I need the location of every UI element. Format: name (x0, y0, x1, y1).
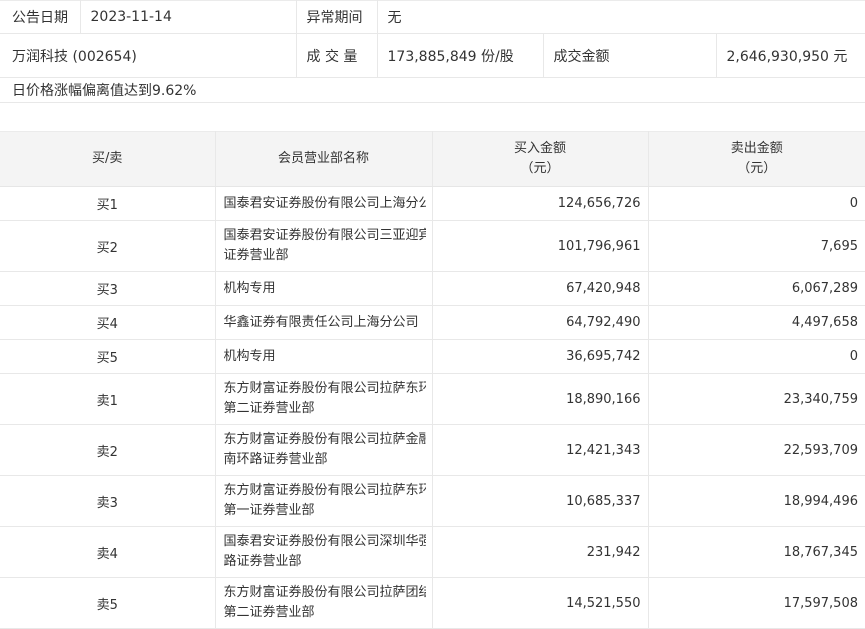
broker-name-line: 机构专用 (223, 348, 276, 364)
broker-table-body: 买1 国泰君安证券股份有限公司上海分公司 124,656,726 0 买2 国泰君安证券股… (0, 186, 865, 629)
broker-name-line: 南环路证券营业部 (223, 452, 328, 467)
broker-cell: 东方财富证券股份有限公司拉萨东环路 第一证券营业部 (215, 475, 433, 527)
broker-table-header-row: 买/卖 会员营业部名称 买入金额 （元） 卖出金额 （元） (0, 131, 865, 187)
table-row: 买2 国泰君安证券股份有限公司三亚迎宾路 证券营业部 101,796,961 7,695 (0, 220, 865, 272)
broker-cell: 国泰君安证券股份有限公司上海分公司 (215, 186, 433, 221)
col-header-sell-amount: 卖出金额 （元） (648, 131, 865, 187)
sell-amount-cell: 17,597,508 (648, 577, 865, 629)
side-cell: 卖4 (0, 526, 216, 578)
abnormal-period-label: 异常期间 (296, 0, 378, 34)
sell-amount-cell: 22,593,709 (648, 424, 865, 476)
volume-value: 173,885,849 份/股 (377, 33, 544, 78)
side-cell: 买3 (0, 271, 216, 306)
volume-label: 成 交 量 (296, 33, 378, 78)
col-header-buy-amount: 买入金额 （元） (432, 131, 649, 187)
side-cell: 卖1 (0, 373, 216, 425)
table-row: 卖3 东方财富证券股份有限公司拉萨东环路 第一证券营业部 10,685,337 18,9… (0, 475, 865, 527)
summary-row-date: 公告日期 2023-11-14 异常期间 无 (0, 0, 865, 34)
sell-amount-cell: 0 (648, 186, 865, 221)
buy-amount-cell: 231,942 (432, 526, 649, 578)
side-cell: 买4 (0, 305, 216, 340)
buy-amount-cell: 18,890,166 (432, 373, 649, 425)
table-row: 卖5 东方财富证券股份有限公司拉萨团结路 第二证券营业部 14,521,550 17,5… (0, 577, 865, 629)
sell-amount-cell: 0 (648, 339, 865, 374)
side-cell: 买2 (0, 220, 216, 272)
broker-name-line: 国泰君安证券股份有限公司三亚迎宾路 (223, 228, 426, 243)
buy-amount-cell: 101,796,961 (432, 220, 649, 272)
table-row: 卖2 东方财富证券股份有限公司拉萨金融城 南环路证券营业部 12,421,343 22,… (0, 424, 865, 476)
broker-name-line: 国泰君安证券股份有限公司上海分公司 (223, 195, 426, 211)
buy-amount-cell: 124,656,726 (432, 186, 649, 221)
broker-name-line: 第一证券营业部 (223, 503, 315, 518)
broker-name-line: 华鑫证券有限责任公司上海分公司 (223, 314, 419, 330)
broker-name-line: 机构专用 (223, 280, 276, 296)
side-cell: 卖3 (0, 475, 216, 527)
broker-name-line: 第二证券营业部 (223, 605, 315, 620)
section-divider-gap (0, 103, 865, 131)
announce-date-label: 公告日期 (0, 0, 81, 34)
col-header-side: 买/卖 (0, 131, 216, 187)
sell-amount-cell: 18,994,496 (648, 475, 865, 527)
buy-amount-cell: 64,792,490 (432, 305, 649, 340)
deviation-notice: 日价格涨幅偏离值达到9.62% (0, 77, 865, 103)
turnover-value: 2,646,930,950 元 (716, 33, 865, 78)
broker-cell: 机构专用 (215, 339, 433, 374)
buy-amount-cell: 14,521,550 (432, 577, 649, 629)
side-cell: 买1 (0, 186, 216, 221)
broker-cell: 机构专用 (215, 271, 433, 306)
broker-seats-table: 买/卖 会员营业部名称 买入金额 （元） 卖出金额 （元） 买1 国泰君安证券股份… (0, 131, 865, 629)
table-row: 买1 国泰君安证券股份有限公司上海分公司 124,656,726 0 (0, 186, 865, 221)
buy-amount-cell: 36,695,742 (432, 339, 649, 374)
broker-name-line: 路证券营业部 (223, 554, 302, 569)
sell-amount-cell: 18,767,345 (648, 526, 865, 578)
broker-cell: 华鑫证券有限责任公司上海分公司 (215, 305, 433, 340)
summary-row-stock: 万润科技 (002654) 成 交 量 173,885,849 份/股 成交金额… (0, 33, 865, 78)
stock-summary-table: 公告日期 2023-11-14 异常期间 无 万润科技 (002654) 成 交… (0, 0, 865, 103)
broker-name-line: 第二证券营业部 (223, 401, 315, 416)
table-row: 卖4 国泰君安证券股份有限公司深圳华强北 路证券营业部 231,942 18,767,3… (0, 526, 865, 578)
table-row: 卖1 东方财富证券股份有限公司拉萨东环路 第二证券营业部 18,890,166 23,3… (0, 373, 865, 425)
broker-name-line: 东方财富证券股份有限公司拉萨东环路 (223, 483, 426, 498)
sell-amount-cell: 4,497,658 (648, 305, 865, 340)
buy-amount-cell: 10,685,337 (432, 475, 649, 527)
side-cell: 买5 (0, 339, 216, 374)
buy-amount-cell: 67,420,948 (432, 271, 649, 306)
table-row: 买5 机构专用 36,695,742 0 (0, 339, 865, 374)
table-row: 买4 华鑫证券有限责任公司上海分公司 64,792,490 4,497,658 (0, 305, 865, 340)
broker-name-line: 东方财富证券股份有限公司拉萨团结路 (223, 585, 426, 600)
table-row: 买3 机构专用 67,420,948 6,067,289 (0, 271, 865, 306)
broker-name-line: 东方财富证券股份有限公司拉萨金融城 (223, 432, 426, 447)
side-cell: 卖5 (0, 577, 216, 629)
col-header-broker: 会员营业部名称 (215, 131, 433, 187)
broker-name-line: 国泰君安证券股份有限公司深圳华强北 (223, 534, 426, 549)
side-cell: 卖2 (0, 424, 216, 476)
abnormal-period-value: 无 (377, 0, 865, 34)
sell-amount-cell: 6,067,289 (648, 271, 865, 306)
broker-name-line: 证券营业部 (223, 248, 289, 263)
sell-amount-cell: 7,695 (648, 220, 865, 272)
broker-cell: 国泰君安证券股份有限公司深圳华强北 路证券营业部 (215, 526, 433, 578)
broker-cell: 东方财富证券股份有限公司拉萨团结路 第二证券营业部 (215, 577, 433, 629)
sell-amount-cell: 23,340,759 (648, 373, 865, 425)
stock-name: 万润科技 (002654) (0, 33, 297, 78)
summary-row-reason: 日价格涨幅偏离值达到9.62% (0, 77, 865, 103)
broker-cell: 国泰君安证券股份有限公司三亚迎宾路 证券营业部 (215, 220, 433, 272)
broker-cell: 东方财富证券股份有限公司拉萨东环路 第二证券营业部 (215, 373, 433, 425)
turnover-label: 成交金额 (543, 33, 717, 78)
broker-name-line: 东方财富证券股份有限公司拉萨东环路 (223, 381, 426, 396)
announce-date-value: 2023-11-14 (80, 0, 297, 34)
buy-amount-cell: 12,421,343 (432, 424, 649, 476)
broker-cell: 东方财富证券股份有限公司拉萨金融城 南环路证券营业部 (215, 424, 433, 476)
